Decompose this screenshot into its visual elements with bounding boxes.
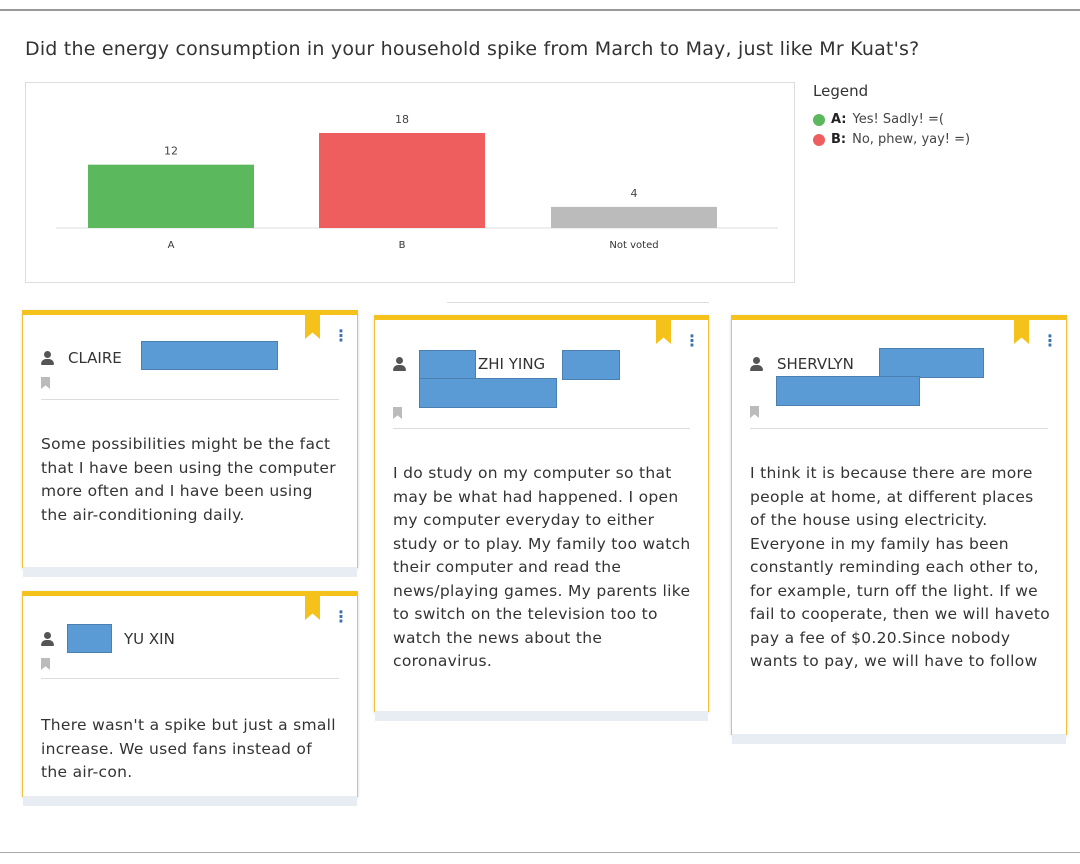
- divider: [393, 428, 690, 429]
- post-text: Some possibilities might be the fact tha…: [41, 435, 336, 524]
- question-title: Did the energy consumption in your house…: [25, 38, 920, 60]
- post-author: YU XIN: [41, 630, 175, 648]
- divider: [41, 399, 339, 400]
- card-footer: [23, 567, 357, 577]
- card-footer: [732, 734, 1066, 744]
- legend-item-a: A: Yes! Sadly! =(: [813, 112, 970, 127]
- data-label: 18: [395, 113, 409, 126]
- redacted-name: [419, 378, 557, 408]
- legend: Legend A: Yes! Sadly! =( B: No, phew, yay!…: [813, 82, 970, 152]
- author-name: CLAIRE: [68, 349, 122, 367]
- post-text: I think it is because there are more peo…: [750, 464, 1051, 670]
- bar-b: [319, 133, 485, 228]
- post-text: There wasn't a spike but just a small in…: [41, 716, 336, 781]
- redacted-name: [562, 350, 620, 380]
- poll-chart: 12 A 18 B 4 Not voted: [25, 82, 795, 283]
- legend-label: Yes! Sadly! =(: [852, 112, 944, 127]
- user-icon: [393, 357, 406, 371]
- legend-key: B:: [831, 132, 847, 147]
- bottom-border: [0, 852, 1080, 853]
- redacted-name: [67, 624, 112, 653]
- more-menu-icon[interactable]: ⋮: [333, 607, 349, 626]
- post-author: CLAIRE: [41, 349, 122, 367]
- post-card-shervlyn[interactable]: ⋮ SHERVLYN I think it is because there a…: [731, 315, 1067, 744]
- bookmark-ribbon-icon: [1014, 318, 1029, 344]
- bookmark-ribbon-icon: [305, 594, 320, 620]
- more-menu-icon[interactable]: ⋮: [1042, 331, 1058, 350]
- bar-chart-svg: 12 A 18 B 4 Not voted: [56, 113, 778, 251]
- data-label: 12: [164, 145, 178, 158]
- user-icon: [41, 632, 54, 646]
- legend-label: No, phew, yay! =): [852, 132, 971, 147]
- bookmark-ribbon-icon: [656, 318, 671, 344]
- bookmark-icon[interactable]: [41, 377, 50, 389]
- legend-item-b: B: No, phew, yay! =): [813, 132, 970, 147]
- redacted-name: [419, 350, 476, 380]
- legend-key: A:: [831, 112, 847, 127]
- author-name: SHERVLYN: [777, 355, 854, 373]
- bar-a: [88, 164, 254, 228]
- card-footer: [375, 711, 708, 721]
- redacted-name: [879, 348, 984, 378]
- divider: [41, 678, 339, 679]
- author-name: YU XIN: [124, 630, 175, 648]
- post-text: I do study on my computer so that may be…: [393, 464, 691, 670]
- divider: [447, 302, 709, 303]
- red-dot-icon: [813, 133, 825, 146]
- bookmark-icon[interactable]: [750, 406, 759, 418]
- green-dot-icon: [813, 113, 825, 126]
- post-card-zhi-ying[interactable]: ⋮ ZHI YING I do study on my computer so …: [374, 315, 709, 721]
- post-card-claire[interactable]: ⋮ CLAIRE Some possibilities might be the…: [22, 310, 358, 577]
- redacted-name: [141, 341, 278, 370]
- user-icon: [41, 351, 54, 365]
- tick-label: A: [168, 240, 175, 251]
- top-border: [0, 9, 1080, 11]
- legend-title: Legend: [813, 82, 869, 100]
- tick-label: B: [399, 240, 406, 251]
- bookmark-icon[interactable]: [393, 407, 402, 419]
- user-icon: [750, 357, 763, 371]
- redacted-name: [776, 376, 920, 406]
- bar-not-voted: [551, 206, 717, 228]
- divider: [750, 428, 1048, 429]
- author-name: ZHI YING: [478, 355, 546, 373]
- card-footer: [23, 796, 357, 806]
- post-author: SHERVLYN: [750, 355, 854, 373]
- tick-label: Not voted: [609, 240, 658, 251]
- bookmark-ribbon-icon: [305, 313, 320, 339]
- bookmark-icon[interactable]: [41, 658, 50, 670]
- more-menu-icon[interactable]: ⋮: [333, 326, 349, 345]
- data-label: 4: [631, 187, 638, 200]
- post-card-yu-xin[interactable]: ⋮ YU XIN There wasn't a spike but just a…: [22, 591, 358, 806]
- more-menu-icon[interactable]: ⋮: [684, 331, 700, 350]
- post-author: ZHI YING: [393, 355, 545, 373]
